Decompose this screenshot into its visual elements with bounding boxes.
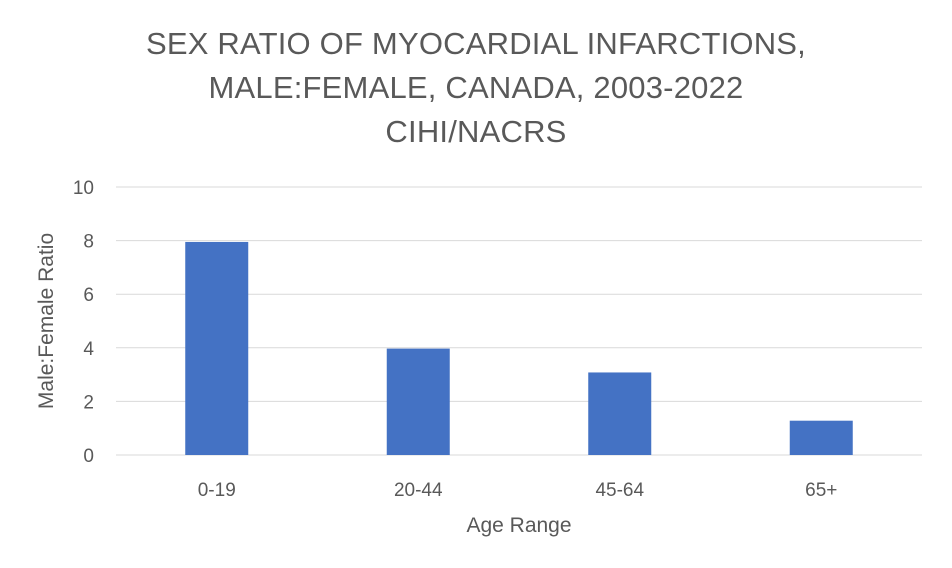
- y-axis-title: Male:Female Ratio: [35, 233, 58, 409]
- y-tick-label: 0: [83, 446, 94, 467]
- x-tick-label: 45-64: [595, 480, 644, 501]
- bars: [185, 241, 853, 455]
- y-tick-label: 8: [83, 232, 94, 253]
- y-tick-label: 2: [83, 392, 94, 413]
- bar-65+: [789, 420, 853, 455]
- gridlines: [116, 186, 922, 456]
- y-axis-ticks: 0 2 4 6 8 10: [73, 178, 95, 467]
- y-tick-label: 4: [83, 339, 94, 360]
- x-tick-label: 65+: [805, 480, 837, 501]
- y-tick-label: 6: [83, 285, 94, 306]
- y-tick-label: 10: [73, 178, 94, 199]
- x-tick-label: 0-19: [198, 480, 236, 501]
- chart-title-line-3: CIHI/NACRS: [385, 114, 567, 149]
- x-tick-label: 20-44: [394, 480, 443, 501]
- chart-title-line-1: SEX RATIO OF MYOCARDIAL INFARCTIONS,: [145, 26, 806, 61]
- x-axis-ticks: 0-19 20-44 45-64 65+: [198, 480, 838, 501]
- bar-20-44: [386, 348, 450, 455]
- chart-title: SEX RATIO OF MYOCARDIAL INFARCTIONS, MAL…: [0, 22, 952, 154]
- x-axis-title: Age Range: [466, 514, 571, 537]
- bar-45-64: [588, 372, 652, 455]
- bar-0-19: [185, 241, 249, 455]
- chart-title-line-2: MALE:FEMALE, CANADA, 2003-2022: [208, 70, 744, 105]
